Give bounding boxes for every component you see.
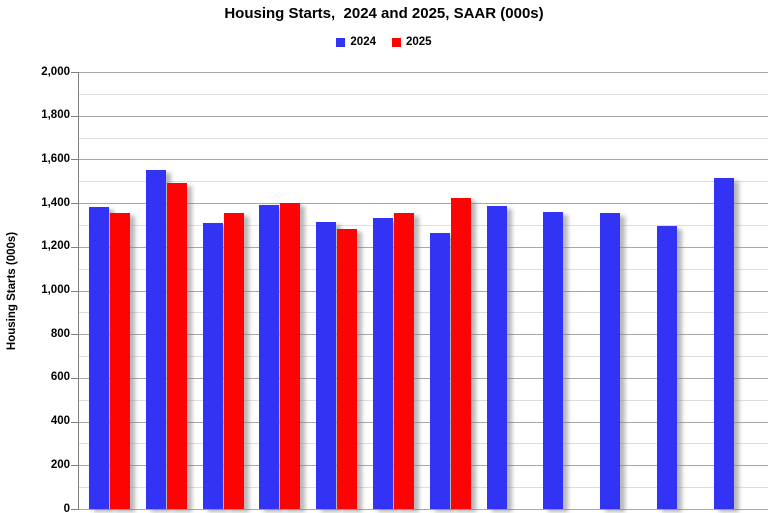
y-tickmark-1600 (71, 159, 79, 161)
major-gridline-1800 (79, 115, 768, 117)
major-gridline-1200 (79, 246, 768, 248)
minor-gridline-1900 (79, 93, 768, 95)
minor-gridline-1100 (79, 268, 768, 270)
bar-2024-group12 (713, 177, 734, 509)
y-tickmark-1800 (71, 115, 79, 117)
y-tickmark-400 (71, 421, 79, 423)
y-tickmark-200 (71, 465, 79, 467)
major-gridline-1000 (79, 290, 768, 292)
major-gridline-400 (79, 421, 768, 423)
bar-2024-group5 (316, 221, 337, 509)
chart-legend: 2024 2025 (0, 35, 768, 49)
bar-2024-group9 (543, 211, 564, 509)
y-tick-label-400: 400 (50, 415, 70, 428)
minor-gridline-500 (79, 399, 768, 401)
bar-2025-group1 (110, 212, 130, 509)
minor-gridline-1300 (79, 224, 768, 226)
y-tick-label-1200: 1,200 (41, 240, 70, 253)
y-tickmark-800 (71, 334, 79, 336)
bar-2025-group4 (280, 203, 301, 509)
legend-swatch-2024 (336, 37, 346, 47)
legend-swatch-2025 (392, 37, 401, 47)
minor-gridline-1700 (79, 137, 768, 139)
y-tick-label-800: 800 (50, 327, 70, 340)
bar-2024-group2 (145, 170, 166, 509)
y-tick-label-2000: 2,000 (41, 65, 70, 78)
bar-2024-group7 (429, 232, 450, 509)
bar-2024-group1 (89, 207, 109, 509)
y-tickmark-1400 (71, 203, 79, 205)
y-tick-label-0: 0 (63, 502, 70, 513)
plot-area (71, 72, 768, 510)
legend-item-2024: 2024 (336, 36, 376, 48)
y-tick-label-600: 600 (50, 371, 70, 384)
major-gridline-2000 (79, 72, 768, 73)
chart-title: Housing Starts, 2024 and 2025, SAAR (000… (224, 5, 544, 22)
y-tickmark-1200 (71, 246, 79, 248)
bar-2024-group10 (600, 212, 621, 509)
legend-label-2024: 2024 (350, 36, 376, 48)
y-tickmark-2000 (71, 72, 79, 73)
major-gridline-1400 (79, 203, 768, 205)
y-tick-label-1800: 1,800 (41, 109, 70, 122)
minor-gridline-700 (79, 356, 768, 358)
y-tick-label-1600: 1,600 (41, 152, 70, 165)
bar-2024-group8 (486, 205, 507, 509)
bar-2025-group2 (166, 183, 187, 509)
y-tick-label-1000: 1,000 (41, 284, 70, 296)
bar-2025-group3 (223, 212, 244, 509)
y-axis-tick-labels: 0 200 400 600 800 1,000 1,200 1,400 1,600 1,800 2,… (0, 0, 72, 513)
y-tick-label-200: 200 (50, 458, 70, 471)
y-tickmark-0 (71, 509, 79, 510)
y-tick-label-1400: 1,400 (41, 196, 70, 209)
y-tickmark-600 (71, 377, 79, 379)
minor-gridline-100 (79, 487, 768, 489)
major-gridline-0 (79, 509, 768, 510)
major-gridline-1600 (79, 159, 768, 161)
y-tickmark-1000 (71, 290, 79, 292)
major-gridline-600 (79, 377, 768, 379)
minor-gridline-900 (79, 312, 768, 314)
minor-gridline-300 (79, 443, 768, 445)
minor-gridline-1500 (79, 181, 768, 183)
major-gridline-200 (79, 465, 768, 467)
bar-2024-group6 (373, 218, 393, 509)
bar-2025-group6 (394, 212, 414, 509)
legend-label-2025: 2025 (406, 36, 432, 48)
major-gridline-800 (79, 334, 768, 336)
bar-2025-group7 (450, 197, 471, 509)
bar-2025-group5 (337, 228, 358, 509)
bar-2024-group3 (202, 222, 223, 509)
bar-2024-group4 (259, 205, 280, 509)
bar-2024-group11 (657, 226, 677, 509)
legend-item-2025: 2025 (392, 36, 432, 48)
